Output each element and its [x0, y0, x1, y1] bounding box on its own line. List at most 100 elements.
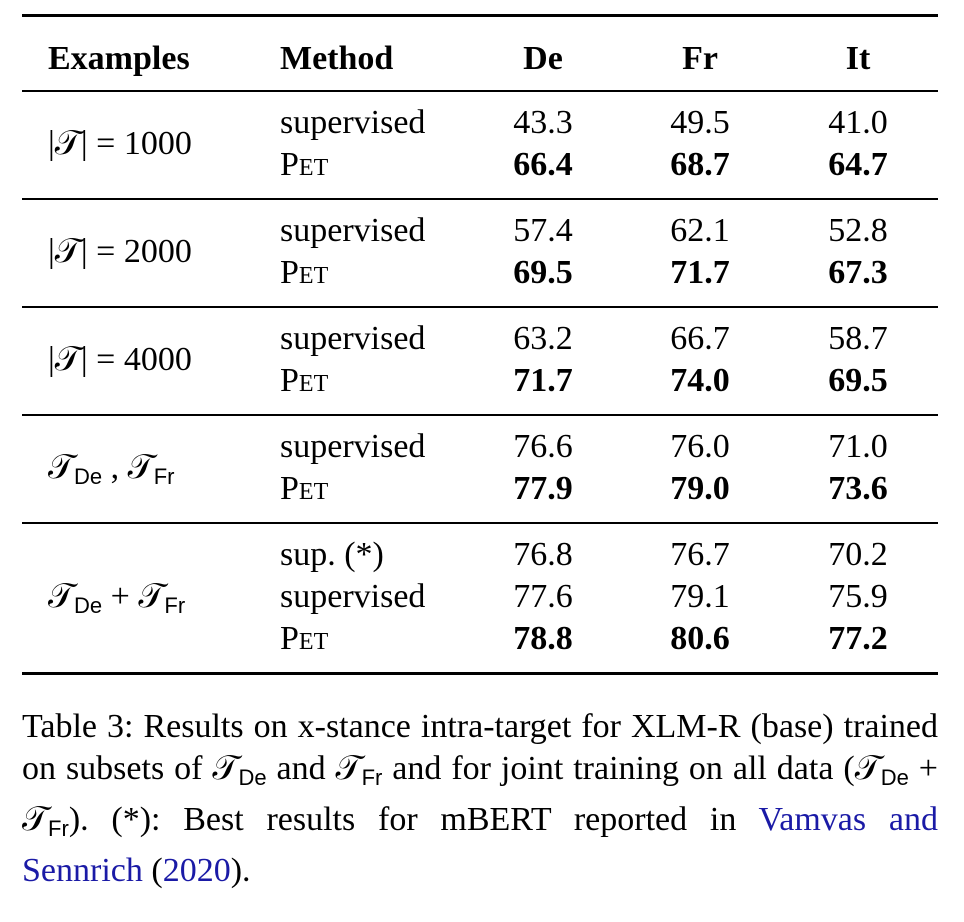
it-cell: 41.0 [828, 104, 888, 141]
method-cell: supervised [280, 320, 426, 357]
table-row: Pet 69.5 71.7 67.3 [22, 252, 938, 294]
fr-cell: 79.0 [670, 470, 730, 507]
bottom-rule [22, 672, 938, 675]
method-cell: Pet [280, 254, 329, 291]
de-cell: 63.2 [513, 320, 573, 357]
method-cell: Pet [280, 362, 329, 399]
table-row: supervised 76.6 76.0 71.0 [22, 426, 938, 468]
de-cell: 43.3 [513, 104, 573, 141]
it-cell: 71.0 [828, 428, 888, 465]
header-examples: Examples [48, 40, 190, 77]
example-text: |𝒯| = 2000 [48, 233, 192, 270]
fr-cell: 76.0 [670, 428, 730, 465]
table-row: supervised 43.3 49.5 41.0 [22, 102, 938, 144]
group-rule [22, 198, 938, 200]
examples-cell: 𝒯De , 𝒯Fr [48, 447, 174, 498]
method-cell: supervised [280, 428, 426, 465]
it-cell: 70.2 [828, 536, 888, 573]
table-row: Pet 77.9 79.0 73.6 [22, 468, 938, 510]
it-cell: 52.8 [828, 212, 888, 249]
row-group: 𝒯De , 𝒯Fr supervised 76.6 76.0 71.0 Pet 77.9 79… [22, 416, 938, 522]
header-method: Method [280, 40, 394, 77]
example-text: 𝒯 [48, 578, 75, 615]
caption-text: ( [142, 852, 163, 889]
de-cell: 66.4 [513, 146, 573, 183]
caption-sub: Fr [48, 816, 69, 841]
it-cell: 73.6 [828, 470, 888, 507]
it-cell: 75.9 [828, 578, 888, 615]
row-group: |𝒯| = 2000 supervised 57.4 62.1 52.8 Pet 69.5 7… [22, 200, 938, 306]
it-cell: 67.3 [828, 254, 888, 291]
table-row: Pet 71.7 74.0 69.5 [22, 360, 938, 402]
example-sub: De [74, 464, 103, 489]
group-rule [22, 306, 938, 308]
caption-sub: De [880, 765, 909, 790]
method-cell: supervised [280, 212, 426, 249]
caption-text: ). (*): Best results for mBERT reported … [68, 801, 759, 838]
caption-text: and for joint training on all data ( [382, 750, 855, 787]
table-row: supervised 77.6 79.1 75.9 [22, 576, 938, 618]
method-cell: supervised [280, 104, 426, 141]
example-sub: Fr [164, 593, 186, 618]
caption-math: 𝒯 [335, 750, 362, 787]
example-text: + 𝒯 [102, 578, 165, 615]
example-text: , 𝒯 [102, 449, 154, 486]
it-cell: 64.7 [828, 146, 888, 183]
caption-math: 𝒯 [212, 750, 239, 787]
method-cell: supervised [280, 578, 426, 615]
fr-cell: 66.7 [670, 320, 730, 357]
fr-cell: 49.5 [670, 104, 730, 141]
caption-math: 𝒯 [22, 801, 49, 838]
results-table: Examples Method De Fr It |𝒯| = 1000 super… [22, 14, 938, 675]
examples-cell: 𝒯De + 𝒯Fr [48, 576, 185, 627]
de-cell: 76.8 [513, 536, 573, 573]
caption-text: Table 3: Results on x-stance intra-targe… [22, 708, 938, 787]
caption-text: and [266, 750, 336, 787]
fr-cell: 80.6 [670, 620, 730, 657]
caption-text: + [908, 750, 938, 787]
citation-year-link[interactable]: 2020 [162, 852, 231, 889]
header-fr: Fr [682, 40, 718, 77]
top-rule [22, 14, 938, 17]
de-cell: 57.4 [513, 212, 573, 249]
method-cell: Pet [280, 146, 329, 183]
table-row: Pet 66.4 68.7 64.7 [22, 144, 938, 186]
citation-link[interactable]: Vamvas and Sennrich [22, 801, 938, 889]
example-text: |𝒯| = 1000 [48, 125, 192, 162]
de-cell: 69.5 [513, 254, 573, 291]
example-sub: Fr [153, 464, 175, 489]
method-cell: Pet [280, 620, 329, 657]
it-cell: 58.7 [828, 320, 888, 357]
example-text: |𝒯| = 4000 [48, 341, 192, 378]
de-cell: 78.8 [513, 620, 573, 657]
it-cell: 69.5 [828, 362, 888, 399]
fr-cell: 76.7 [670, 536, 730, 573]
examples-cell: |𝒯| = 1000 [48, 123, 192, 165]
table-row: Pet 78.8 80.6 77.2 [22, 618, 938, 660]
de-cell: 77.9 [513, 470, 573, 507]
fr-cell: 68.7 [670, 146, 730, 183]
example-text: 𝒯 [48, 449, 75, 486]
table-row: supervised 63.2 66.7 58.7 [22, 318, 938, 360]
group-rule [22, 90, 938, 92]
fr-cell: 62.1 [670, 212, 730, 249]
row-group: |𝒯| = 1000 supervised 43.3 49.5 41.0 Pet 66.4 6… [22, 92, 938, 198]
example-sub: De [74, 593, 103, 618]
de-cell: 71.7 [513, 362, 573, 399]
group-rule [22, 522, 938, 524]
caption-sub: De [238, 765, 267, 790]
caption-text: ). [230, 852, 251, 889]
header-row: Examples Method De Fr It [22, 17, 938, 90]
fr-cell: 71.7 [670, 254, 730, 291]
group-rule [22, 414, 938, 416]
de-cell: 76.6 [513, 428, 573, 465]
table-caption: Table 3: Results on x-stance intra-targe… [22, 706, 938, 892]
table-row: supervised 57.4 62.1 52.8 [22, 210, 938, 252]
fr-cell: 79.1 [670, 578, 730, 615]
examples-cell: |𝒯| = 4000 [48, 339, 192, 381]
caption-sub: Fr [361, 765, 383, 790]
method-cell: Pet [280, 470, 329, 507]
it-cell: 77.2 [828, 620, 888, 657]
row-group: |𝒯| = 4000 supervised 63.2 66.7 58.7 Pet 71.7 7… [22, 308, 938, 414]
caption-math: 𝒯 [854, 750, 881, 787]
